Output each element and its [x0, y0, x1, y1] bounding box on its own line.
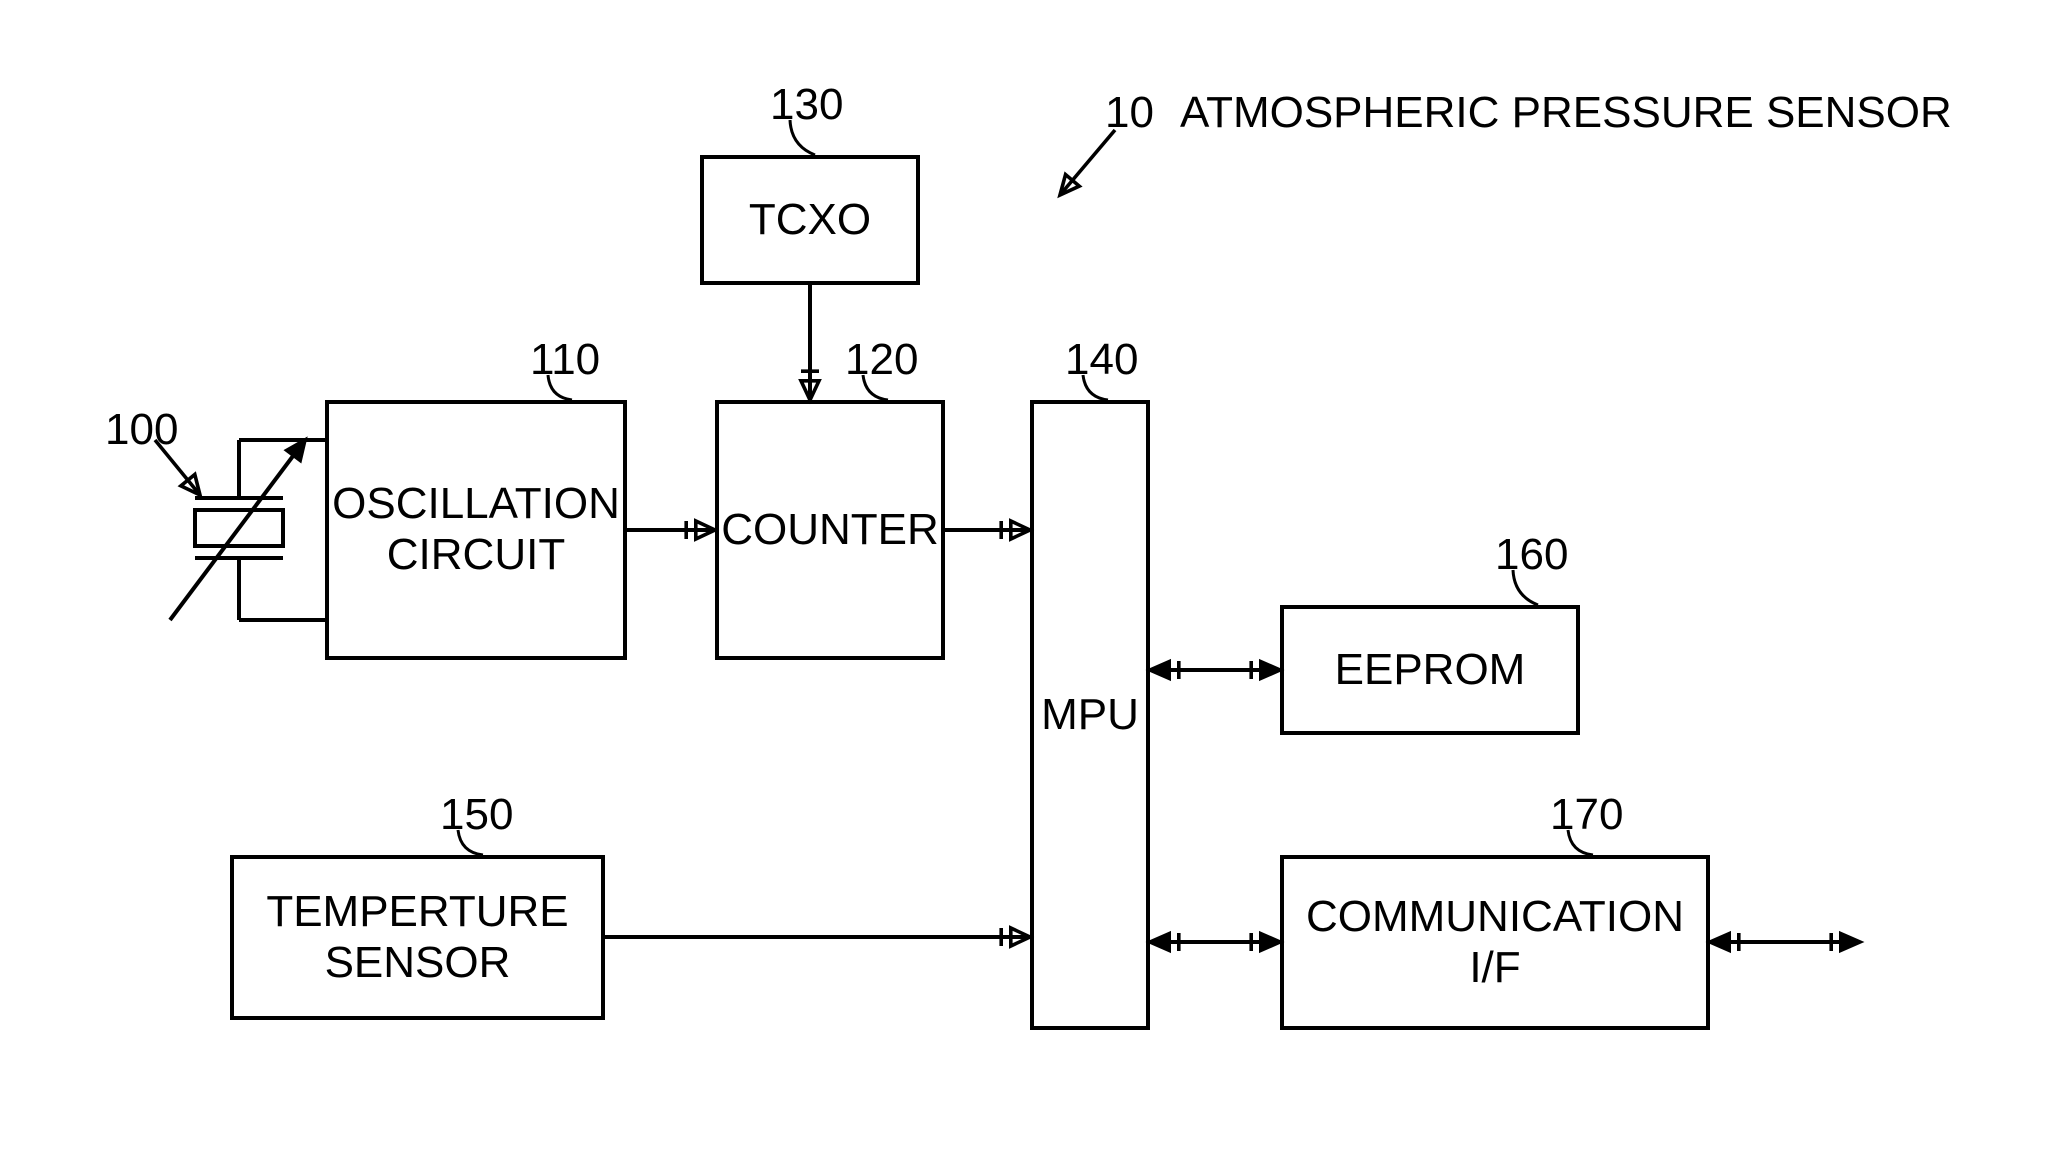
diagram-stage: 10 ATMOSPHERIC PRESSURE SENSOR 100 110 1…: [0, 0, 2071, 1153]
box-temp: TEMPERTURE SENSOR: [230, 855, 605, 1020]
box-counter: COUNTER: [715, 400, 945, 660]
ref-170: 170: [1550, 790, 1623, 840]
box-temp-label: TEMPERTURE SENSOR: [266, 887, 568, 988]
box-tcxo-label: TCXO: [749, 195, 871, 246]
box-osc-label: OSCILLATION CIRCUIT: [332, 479, 620, 580]
title-ref: 10: [1105, 88, 1154, 138]
box-comm: COMMUNICATION I/F: [1280, 855, 1710, 1030]
ref-140: 140: [1065, 335, 1138, 385]
box-counter-label: COUNTER: [721, 505, 939, 556]
box-eeprom: EEPROM: [1280, 605, 1580, 735]
ref-150: 150: [440, 790, 513, 840]
ref-160: 160: [1495, 530, 1568, 580]
box-eeprom-label: EEPROM: [1335, 645, 1526, 696]
ref-100: 100: [105, 405, 178, 455]
ref-130: 130: [770, 80, 843, 130]
box-mpu-label: MPU: [1041, 690, 1139, 741]
box-osc: OSCILLATION CIRCUIT: [325, 400, 627, 660]
ref-120: 120: [845, 335, 918, 385]
box-mpu: MPU: [1030, 400, 1150, 1030]
box-tcxo: TCXO: [700, 155, 920, 285]
title-text: ATMOSPHERIC PRESSURE SENSOR: [1180, 88, 1952, 138]
ref-110: 110: [530, 335, 600, 385]
box-comm-label: COMMUNICATION I/F: [1306, 892, 1684, 993]
